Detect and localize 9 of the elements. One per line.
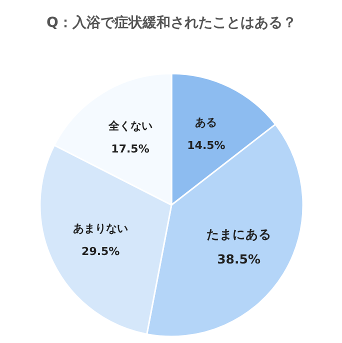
slice-label: ある	[195, 116, 218, 129]
data-label: 17.5%	[111, 142, 150, 156]
slice-label: 全くない	[107, 119, 152, 132]
chart-title: Q：入浴で症状緩和されたことはある？	[46, 14, 296, 31]
slice-label: あまりない	[73, 222, 128, 235]
data-label: 29.5%	[82, 244, 120, 258]
slice-label: たまにある	[206, 226, 272, 242]
data-label: 14.5%	[187, 138, 226, 152]
data-label: 38.5%	[217, 251, 261, 266]
